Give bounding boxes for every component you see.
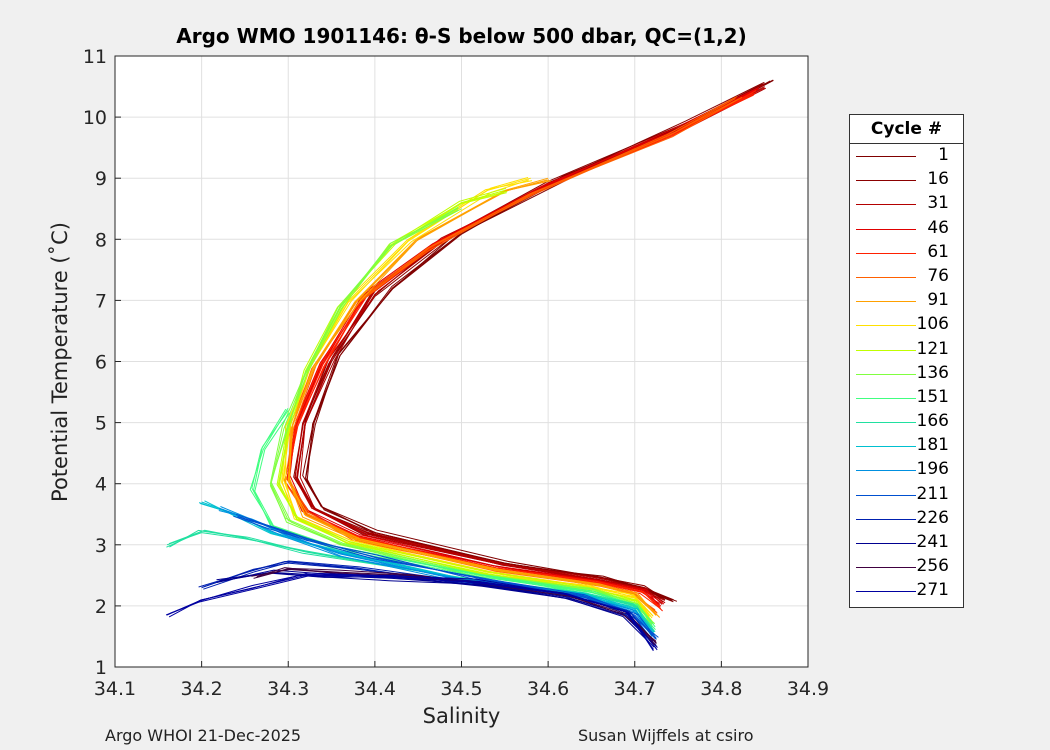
series-line	[289, 179, 661, 618]
legend-label: 166	[916, 411, 949, 432]
x-axis-label: Salinity	[422, 704, 501, 728]
legend-item: 16	[850, 168, 963, 192]
legend-label: 226	[916, 507, 949, 528]
legend-item: 241	[850, 531, 963, 555]
legend-item: 256	[850, 555, 963, 579]
legend-label: 76	[927, 265, 949, 286]
y-tick-label: 3	[95, 535, 107, 557]
legend-swatch	[856, 349, 916, 351]
legend-item: 91	[850, 289, 963, 313]
footer-right-text: Susan Wijffels at csiro	[578, 726, 754, 745]
y-axis-label: Potential Temperature (˚C)	[48, 222, 72, 502]
series-line	[289, 179, 657, 616]
y-tick-label: 1	[95, 657, 107, 679]
x-tick-label: 34.4	[354, 678, 396, 700]
legend-item: 106	[850, 313, 963, 337]
y-tick-label: 4	[95, 474, 107, 496]
legend-label: 271	[916, 580, 949, 601]
legend: Cycle # 1 16 31 46 61 76 91 106 121 136 151 166 181 1…	[849, 114, 964, 608]
y-tick-label: 5	[95, 413, 107, 435]
legend-item: 166	[850, 410, 963, 434]
legend-swatch	[856, 422, 916, 424]
legend-swatch	[856, 397, 916, 399]
legend-item: 61	[850, 241, 963, 265]
legend-label: 1	[938, 145, 949, 165]
legend-swatch	[856, 518, 916, 520]
legend-label: 61	[927, 241, 949, 262]
legend-item: 1	[850, 144, 963, 168]
legend-label: 196	[916, 459, 949, 480]
legend-swatch	[856, 252, 916, 254]
legend-label: 91	[927, 290, 949, 311]
footer-left-text: Argo WHOI 21-Dec-2025	[105, 726, 302, 745]
y-tick-label: 8	[95, 229, 107, 251]
legend-swatch	[856, 156, 916, 157]
legend-label: 181	[916, 435, 949, 456]
legend-label: 121	[916, 338, 949, 359]
legend-item: 46	[850, 217, 963, 241]
axis-ticks: 34.1 34.2 34.3 34.4 34.5 34.6 34.7 34.8 34.9 1 2 3 4…	[83, 46, 829, 700]
x-tick-label: 34.1	[94, 678, 136, 700]
series-line	[168, 572, 654, 650]
legend-item: 181	[850, 434, 963, 458]
x-tick-label: 34.3	[267, 678, 309, 700]
legend-swatch	[856, 301, 916, 303]
legend-swatch	[856, 373, 916, 375]
legend-label: 46	[927, 217, 949, 238]
legend-label: 211	[916, 483, 949, 504]
legend-swatch	[856, 543, 916, 544]
x-tick-label: 34.5	[440, 678, 482, 700]
legend-swatch	[856, 325, 916, 327]
legend-label: 31	[927, 193, 949, 214]
series-line	[281, 179, 654, 617]
legend-swatch	[856, 204, 916, 206]
legend-label: 106	[916, 314, 949, 335]
y-tick-label: 7	[95, 290, 107, 312]
legend-rows: 1 16 31 46 61 76 91 106 121 136 151 166 181 196 211 226…	[850, 144, 963, 604]
y-tick-label: 9	[95, 168, 107, 190]
legend-swatch	[856, 276, 916, 278]
chart-title: Argo WMO 1901146: θ-S below 500 dbar, QC…	[176, 24, 747, 48]
legend-swatch	[856, 591, 916, 593]
legend-label: 151	[916, 386, 949, 407]
y-tick-label: 2	[95, 596, 107, 618]
legend-item: 196	[850, 458, 963, 482]
legend-title: Cycle #	[850, 115, 963, 144]
series-91	[287, 177, 661, 618]
legend-swatch	[856, 470, 916, 472]
x-tick-label: 34.6	[527, 678, 569, 700]
y-tick-label: 6	[95, 352, 107, 374]
legend-label: 16	[927, 169, 949, 190]
legend-label: 136	[916, 362, 949, 383]
series-271	[165, 572, 658, 652]
y-tick-label: 11	[83, 46, 107, 68]
legend-swatch	[856, 567, 916, 569]
legend-swatch	[856, 446, 916, 448]
series-line	[282, 180, 654, 617]
legend-item: 211	[850, 483, 963, 507]
legend-label: 241	[916, 532, 949, 552]
legend-label: 256	[916, 556, 949, 577]
y-tick-label: 10	[83, 107, 107, 129]
legend-swatch	[856, 228, 916, 230]
series-group	[165, 79, 774, 652]
series-line	[270, 209, 653, 626]
legend-item: 136	[850, 362, 963, 386]
legend-item: 151	[850, 386, 963, 410]
x-tick-label: 34.9	[787, 678, 829, 700]
x-tick-label: 34.7	[614, 678, 656, 700]
legend-swatch	[856, 180, 916, 182]
x-tick-label: 34.2	[180, 678, 222, 700]
legend-item: 271	[850, 579, 963, 603]
legend-item: 226	[850, 507, 963, 531]
legend-item: 121	[850, 338, 963, 362]
x-tick-label: 34.8	[700, 678, 742, 700]
legend-item: 31	[850, 192, 963, 216]
legend-swatch	[856, 494, 916, 496]
legend-item: 76	[850, 265, 963, 289]
